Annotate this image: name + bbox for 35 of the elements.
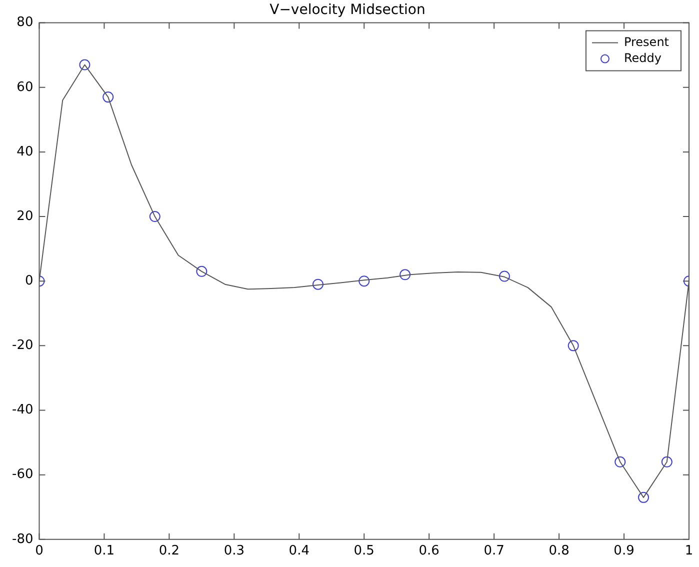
y-tick-label: -80 xyxy=(12,532,34,547)
point xyxy=(149,211,160,222)
point xyxy=(614,456,626,468)
point xyxy=(498,270,510,282)
y-tick-label: 0 xyxy=(24,273,34,288)
point xyxy=(568,340,579,352)
y-tick-label: 60 xyxy=(16,80,34,95)
x-tick-label: 0.3 xyxy=(224,544,245,559)
x-tick-label: 0.8 xyxy=(548,544,570,559)
point xyxy=(358,276,370,287)
point xyxy=(400,269,411,280)
y-tick-label: -40 xyxy=(12,402,34,418)
point xyxy=(79,59,90,70)
x-tick-label: 0.2 xyxy=(158,544,180,559)
y-tick-label: -60 xyxy=(12,467,34,482)
legend-label: Reddy xyxy=(624,50,662,65)
point xyxy=(196,266,208,277)
y-tick-label: -20 xyxy=(12,338,34,354)
y-tick-label: 20 xyxy=(16,208,34,224)
point xyxy=(638,492,650,503)
x-tick-label: 0.9 xyxy=(614,544,634,559)
x-tick-label: 1 xyxy=(684,544,694,559)
y-tick-label: 40 xyxy=(16,144,34,160)
chart-title: V−velocity Midsection xyxy=(270,2,426,18)
x-tick-label: 0.6 xyxy=(418,544,440,559)
point xyxy=(312,278,324,290)
x-tick-label: 0.1 xyxy=(94,544,115,559)
x-tick-label: 0.7 xyxy=(484,544,504,559)
point xyxy=(661,456,672,468)
legend-label: Present xyxy=(624,34,670,49)
point xyxy=(102,92,114,103)
x-tick-label: 0.4 xyxy=(288,544,310,559)
y-tick-label: 80 xyxy=(16,15,34,30)
x-tick-label: 0.5 xyxy=(354,544,374,559)
x-tick-label: 0 xyxy=(35,544,44,559)
